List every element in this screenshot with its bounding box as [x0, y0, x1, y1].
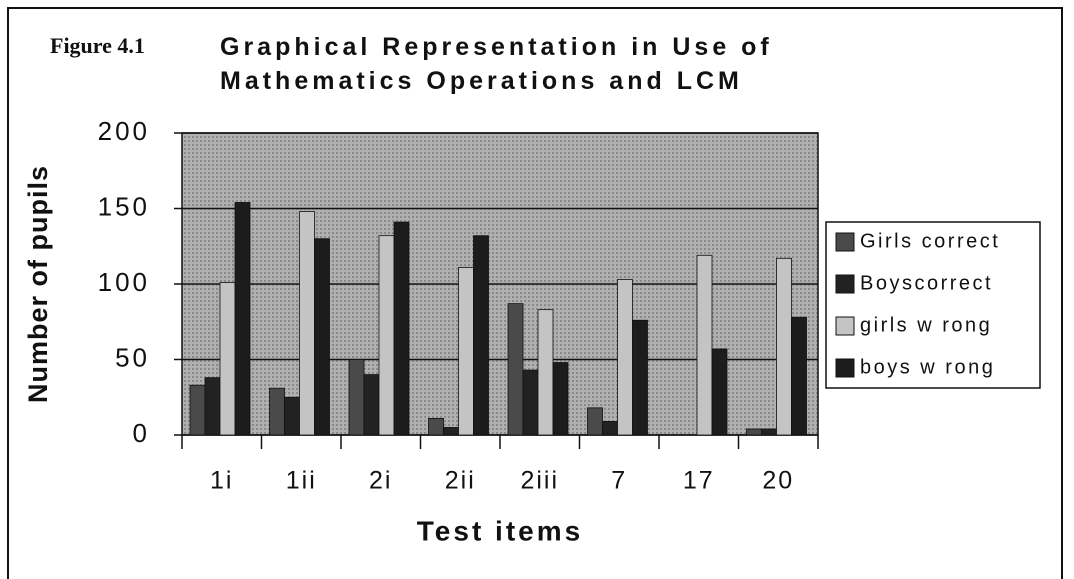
- bar: [299, 211, 315, 436]
- bar: [189, 384, 206, 436]
- y-tick-label: 50: [115, 342, 150, 372]
- x-tick-label: 1ii: [286, 467, 317, 495]
- bar: [204, 377, 221, 436]
- bar: [473, 235, 489, 436]
- bar: [234, 202, 251, 436]
- bar: [761, 428, 777, 436]
- x-axis-label: Test items: [417, 515, 583, 546]
- bar: [393, 221, 410, 436]
- bar: [269, 387, 285, 436]
- legend-label: boys w rong: [860, 356, 995, 378]
- bar: [552, 362, 569, 436]
- bar: [348, 359, 365, 436]
- bar: [443, 427, 459, 436]
- x-tick-label: 20: [762, 467, 794, 495]
- legend-swatch: [835, 358, 855, 378]
- bar: [587, 407, 603, 436]
- x-tick-label: 2ii: [445, 467, 476, 495]
- figure-label: Figure 4.1: [50, 33, 145, 58]
- bar: [378, 235, 395, 436]
- legend-swatch: [835, 274, 855, 294]
- legend-label: Boyscorrect: [860, 272, 993, 294]
- bar: [522, 369, 539, 436]
- bar: [284, 396, 300, 436]
- bar: [507, 303, 524, 436]
- bar: [632, 319, 648, 436]
- bar: [428, 417, 444, 436]
- x-tick-label: 7: [611, 467, 627, 495]
- bar: [537, 309, 554, 436]
- x-tick-label: 2iii: [520, 467, 559, 495]
- legend-swatch: [835, 316, 855, 336]
- y-tick-label: 0: [133, 418, 150, 448]
- y-tick-label: 150: [98, 191, 150, 221]
- legend-label: Girls correct: [860, 230, 1000, 252]
- legend-label: girls w rong: [860, 314, 992, 336]
- x-tick-label: 1i: [210, 467, 233, 495]
- bar: [746, 428, 762, 436]
- bar: [776, 257, 792, 436]
- bar: [314, 238, 330, 436]
- bar: [791, 316, 807, 436]
- x-tick-label: 2i: [369, 467, 392, 495]
- bar: [363, 374, 380, 436]
- x-tick-label: 17: [683, 467, 715, 495]
- frame: [7, 7, 1063, 579]
- y-tick-label: 200: [98, 116, 150, 146]
- bar: [696, 254, 713, 436]
- y-axis-label: Number of pupils: [23, 165, 53, 403]
- legend: [825, 221, 1041, 389]
- bar: [602, 421, 618, 436]
- chart-title: Graphical Representation in Use of Mathe…: [220, 33, 773, 95]
- bar: [219, 282, 236, 436]
- y-tick-label: 100: [98, 267, 150, 297]
- bar: [711, 348, 728, 436]
- bar: [617, 279, 633, 436]
- bar: [458, 266, 474, 436]
- legend-swatch: [835, 232, 855, 252]
